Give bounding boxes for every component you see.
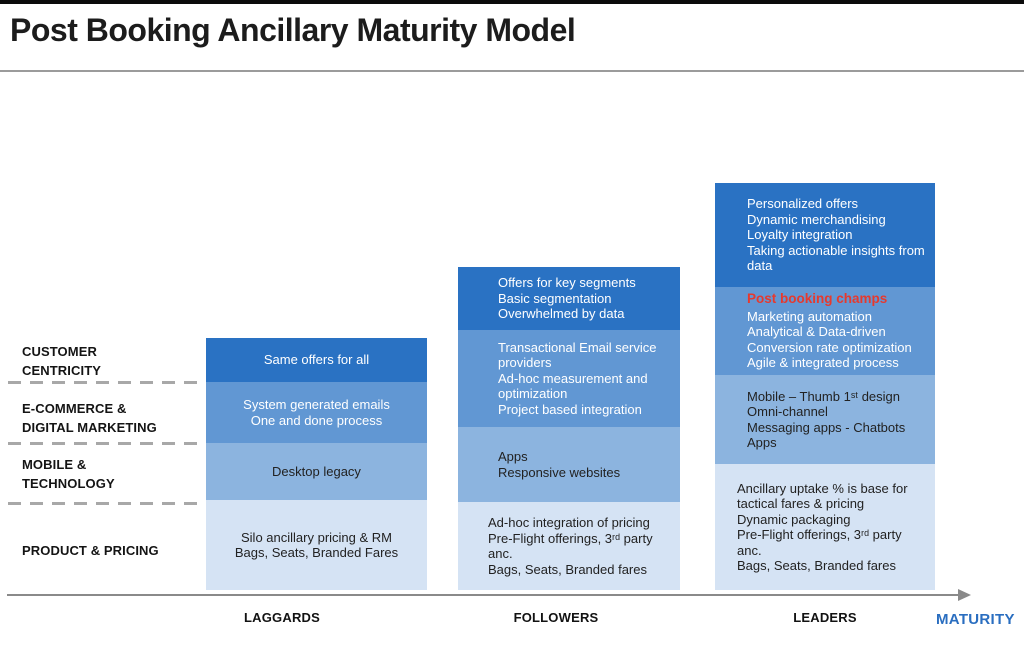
- maturity-axis-label: MATURITY: [936, 611, 1015, 628]
- stage-label-leaders: LEADERS: [793, 610, 857, 625]
- leaders-customer-centricity-segment: Personalized offers Dynamic merchandising…: [715, 183, 935, 287]
- laggards-product-segment: Silo ancillary pricing & RM Bags, Seats, …: [206, 500, 427, 590]
- title-divider: [0, 70, 1024, 72]
- laggards-ecommerce-segment: System generated emails One and done proc…: [206, 382, 427, 443]
- row-divider-dashed: [8, 442, 206, 445]
- followers-ecommerce-segment: Transactional Email service providers Ad-…: [458, 330, 680, 427]
- row-divider-dashed: [8, 381, 206, 384]
- leaders-ecommerce-segment: Post booking champs Marketing automation…: [715, 287, 935, 375]
- row-label-product-pricing: PRODUCT & PRICING: [22, 543, 159, 558]
- stage-label-laggards: LAGGARDS: [244, 610, 320, 625]
- leaders-mobile-segment: Mobile – Thumb 1ˢᵗ design Omni-channel Mes…: [715, 375, 935, 464]
- followers-customer-centricity-segment: Offers for key segments Basic segmentatio…: [458, 267, 680, 330]
- top-border-bar: [0, 0, 1024, 4]
- leaders-product-segment: Ancillary uptake % is base for tactical …: [715, 464, 935, 590]
- laggards-mobile-segment: Desktop legacy: [206, 443, 427, 500]
- row-label-customer-centricity: CUSTOMER CENTRICITY: [22, 344, 101, 378]
- stage-label-followers: FOLLOWERS: [513, 610, 599, 625]
- laggards-customer-centricity-segment: Same offers for all: [206, 338, 427, 382]
- row-label-ecommerce-digital-marketing: E-COMMERCE & DIGITAL MARKETING: [22, 401, 157, 435]
- page-title: Post Booking Ancillary Maturity Model: [10, 12, 576, 48]
- row-divider-dashed: [8, 502, 206, 505]
- leaders-ecommerce-lines: Marketing automation Analytical & Data-dr…: [747, 308, 912, 371]
- row-label-mobile-technology: MOBILE & TECHNOLOGY: [22, 457, 115, 491]
- followers-mobile-segment: Apps Responsive websites: [458, 427, 680, 502]
- followers-product-segment: Ad-hoc integration of pricing Pre-Flight …: [458, 502, 680, 590]
- maturity-axis-line: [7, 594, 960, 596]
- maturity-axis-arrowhead-icon: [958, 589, 971, 601]
- post-booking-champs-highlight: Post booking champs: [747, 291, 888, 307]
